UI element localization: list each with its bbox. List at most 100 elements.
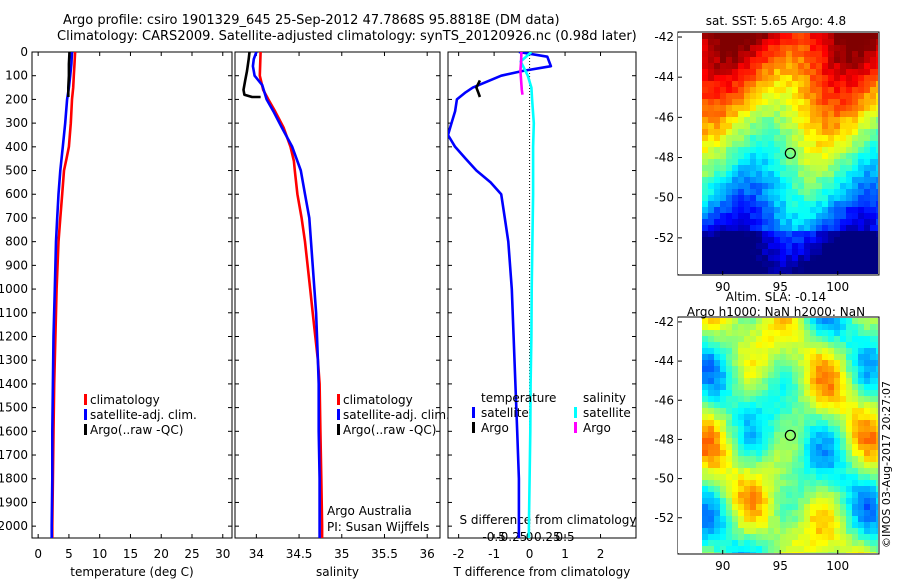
sst_map-cell: [870, 153, 876, 159]
sla_map-cell: [774, 498, 780, 504]
sst_map-cell: [798, 69, 804, 75]
sst_map-cell: [738, 243, 744, 249]
sst_map-cell: [714, 129, 720, 135]
sla_map-cell: [822, 384, 828, 390]
sla_map-cell: [720, 516, 726, 522]
sla_map-cell: [864, 432, 870, 438]
sst_map-cell: [870, 225, 876, 231]
sst_map-cell: [876, 81, 878, 87]
sla_map-cell: [876, 456, 878, 462]
difference-top-xlabel: S difference from climatology: [460, 513, 637, 527]
sst_map-cell: [876, 123, 878, 129]
sla_map-cell: [828, 546, 834, 552]
sst_map-cell: [804, 177, 810, 183]
sla_map-cell: [738, 516, 744, 522]
sst_map-cell: [798, 207, 804, 213]
sst_map-cell: [714, 177, 720, 183]
sst_map-cell: [852, 189, 858, 195]
sla_map-cell: [708, 390, 714, 396]
sst_map-cell: [786, 159, 792, 165]
temperature-xtick-label: 0: [34, 547, 42, 561]
sst_map-cell: [828, 51, 834, 57]
sst_map-cell: [786, 105, 792, 111]
sst_map-cell: [708, 249, 714, 255]
sla_map-cell: [750, 468, 756, 474]
sla_map-cell: [762, 438, 768, 444]
sst_map-cell: [852, 255, 858, 261]
sla_map-cell: [858, 330, 864, 336]
sst_map-cell: [780, 45, 786, 51]
sst_map-cell: [780, 93, 786, 99]
sla_map-cell: [792, 330, 798, 336]
sst_map-cell: [858, 159, 864, 165]
sst_map-cell: [762, 165, 768, 171]
sla_map-cell: [840, 354, 846, 360]
sla_map-cell: [756, 318, 762, 324]
sla_map-cell: [798, 450, 804, 456]
sla_map-cell: [714, 378, 720, 384]
sst_map-cell: [858, 249, 864, 255]
sla_map-cell: [780, 438, 786, 444]
sst_map-cell: [714, 63, 720, 69]
sst_map-cell: [858, 273, 864, 274]
sla_map-cell: [792, 360, 798, 366]
sla_map-cell: [768, 336, 774, 342]
sst_map-cell: [828, 105, 834, 111]
sla_map-cell: [804, 342, 810, 348]
sla_map-cell: [720, 510, 726, 516]
sla_map-cell: [726, 360, 732, 366]
sla_map-cell: [834, 498, 840, 504]
sla_map-cell: [804, 360, 810, 366]
sla_map-cell: [774, 480, 780, 486]
sla_map-cell: [798, 336, 804, 342]
sst_map-cell: [876, 87, 878, 93]
sst_map-cell: [732, 219, 738, 225]
sst_map-cell: [840, 249, 846, 255]
sla_map-cell: [756, 378, 762, 384]
sla_map-cell: [732, 318, 738, 324]
sla_map-cell: [798, 342, 804, 348]
sst_map-cell: [708, 225, 714, 231]
sla_map-cell: [720, 366, 726, 372]
sst_map-cell: [810, 117, 816, 123]
sst_map-cell: [768, 69, 774, 75]
sla_map-cell: [864, 546, 870, 552]
sst_map-cell: [864, 81, 870, 87]
sst_map-cell: [870, 105, 876, 111]
sla_map-cell: [834, 504, 840, 510]
sst_map-cell: [864, 117, 870, 123]
sla_map-cell: [804, 408, 810, 414]
sla_map-cell: [792, 480, 798, 486]
sla_map-cell: [804, 354, 810, 360]
sst_map-cell: [804, 267, 810, 273]
sst_map-cell: [768, 141, 774, 147]
sst_map-cell: [822, 51, 828, 57]
sla_map-cell: [762, 510, 768, 516]
sst_map-cell: [786, 165, 792, 171]
sla_map-cell: [726, 516, 732, 522]
sst_map-cell: [870, 111, 876, 117]
sst_map-cell: [726, 105, 732, 111]
sla_map-cell: [756, 540, 762, 546]
sst_map-cell: [732, 195, 738, 201]
sla_map-cell: [852, 354, 858, 360]
sla_map-cell: [810, 336, 816, 342]
sla_map-cell: [864, 540, 870, 546]
sla_map-cell: [834, 510, 840, 516]
sla_map-cell: [768, 462, 774, 468]
sla_map-cell: [738, 456, 744, 462]
sst_map-cell: [780, 255, 786, 261]
sla_map-cell: [816, 480, 822, 486]
sla_map-cell: [810, 324, 816, 330]
sla_map-cell: [834, 540, 840, 546]
sla_map-cell: [786, 450, 792, 456]
sst_map-cell: [720, 111, 726, 117]
sla_map-cell: [852, 450, 858, 456]
sst_map-cell: [828, 267, 834, 273]
sst_map-cell: [708, 105, 714, 111]
sla_map-cell: [864, 468, 870, 474]
sla_map-cell: [816, 492, 822, 498]
sla_map-cell: [864, 402, 870, 408]
sst_map-cell: [804, 111, 810, 117]
sla_map-cell: [744, 366, 750, 372]
